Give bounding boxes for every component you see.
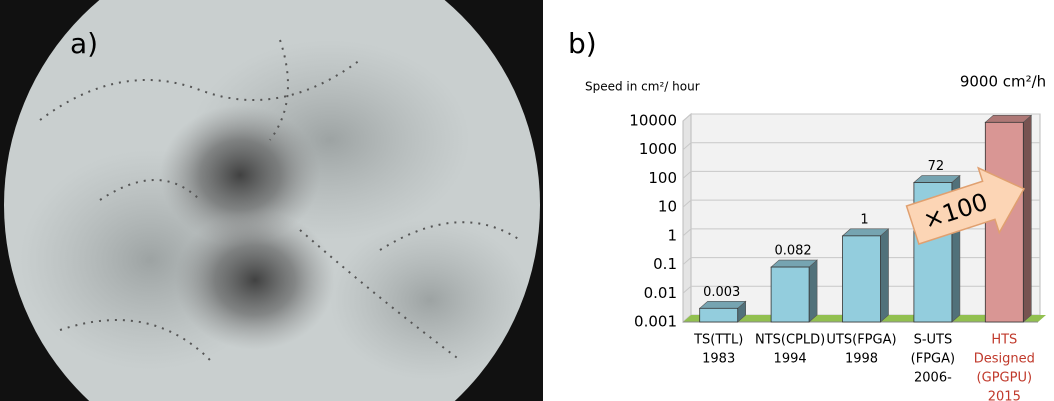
- y-tick-label: 0.001: [634, 313, 677, 331]
- bar-side: [1022, 114, 1032, 323]
- bar-top: [841, 228, 890, 237]
- x-tick-label: 2006-: [914, 371, 952, 386]
- x-tick-label: TS(TTL): [693, 333, 743, 348]
- value-label: 0.003: [703, 285, 740, 300]
- x-tick-label: 1983: [702, 352, 735, 367]
- bar-top: [770, 259, 818, 268]
- bar-top: [698, 300, 747, 309]
- value-label: 9000 cm²/h: [960, 73, 1046, 91]
- micrograph: [0, 0, 543, 401]
- bar: [842, 235, 881, 323]
- grid-line: [682, 170, 1040, 179]
- y-tick-label: 100: [648, 169, 677, 187]
- x-tick-label: NTS(CPLD): [755, 333, 825, 348]
- bar-top: [984, 115, 1033, 123]
- grid-line: [682, 113, 1040, 122]
- bar-chart: 0.001 0.01 0.1 1 10 100 1000 10000 0.003 TS(TTL) 1…: [629, 73, 1046, 401]
- y-tick-label: 0.1: [653, 255, 677, 273]
- bar: [699, 307, 739, 323]
- annotation-arrow: ×100: [905, 166, 1026, 245]
- bar-top: [913, 175, 961, 183]
- x-tick-label: (GPGPU): [977, 371, 1033, 386]
- panel-label: b): [568, 27, 597, 60]
- panel-label: a): [70, 27, 98, 60]
- x-tick-label: 2015: [988, 390, 1021, 401]
- x-tick-label: UTS(FPGA): [826, 333, 896, 348]
- y-axis-label: Speed in cm²/ hour: [585, 80, 700, 94]
- x-tick-label: S-UTS: [914, 333, 953, 348]
- x-tick-label: 1998: [845, 352, 878, 367]
- y-tick-label: 10000: [629, 112, 677, 130]
- arrow-shape: [905, 166, 1026, 245]
- value-label: 72: [928, 159, 945, 174]
- y-tick-label: 0.01: [644, 284, 677, 302]
- x-tick-label: (FPGA): [911, 352, 955, 367]
- y-tick-label: 10: [658, 198, 677, 216]
- value-label: 1: [860, 212, 868, 227]
- y-tick-label: 1: [667, 226, 677, 244]
- side-wall: [682, 112, 692, 324]
- x-tick-label: Designed: [974, 352, 1035, 367]
- grid-line: [682, 142, 1040, 151]
- bar-side: [880, 228, 889, 323]
- bar-side: [808, 259, 818, 323]
- value-label: 0.082: [774, 244, 811, 259]
- x-tick-label: 1994: [774, 352, 807, 367]
- x-tick-label: HTS: [991, 333, 1017, 348]
- bar: [770, 266, 810, 323]
- y-tick-label: 1000: [639, 140, 677, 158]
